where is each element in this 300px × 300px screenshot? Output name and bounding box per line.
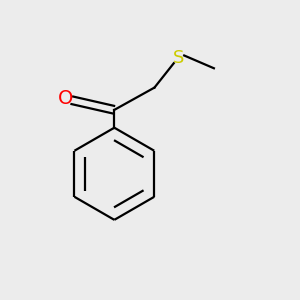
Text: S: S <box>172 49 184 67</box>
Text: O: O <box>58 89 74 108</box>
